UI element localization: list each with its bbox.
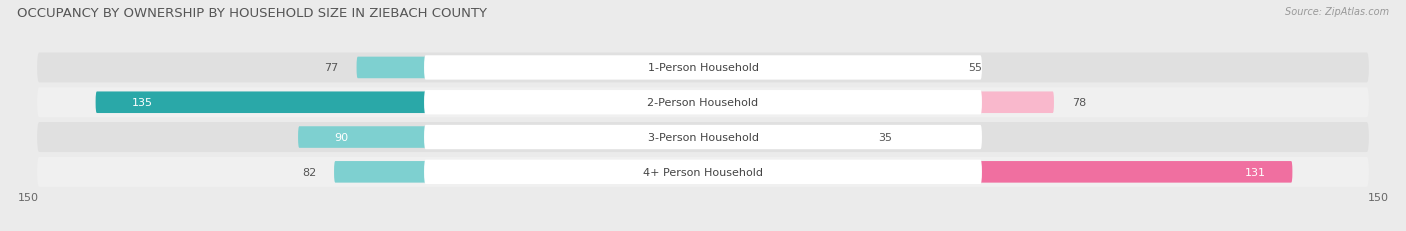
Text: 35: 35 [879, 132, 893, 143]
Text: OCCUPANCY BY OWNERSHIP BY HOUSEHOLD SIZE IN ZIEBACH COUNTY: OCCUPANCY BY OWNERSHIP BY HOUSEHOLD SIZE… [17, 7, 486, 20]
FancyBboxPatch shape [37, 53, 1369, 83]
Text: 135: 135 [132, 98, 153, 108]
FancyBboxPatch shape [703, 92, 1054, 113]
FancyBboxPatch shape [37, 122, 1369, 152]
Text: 3-Person Household: 3-Person Household [648, 132, 758, 143]
FancyBboxPatch shape [425, 125, 981, 150]
FancyBboxPatch shape [425, 56, 981, 80]
FancyBboxPatch shape [37, 88, 1369, 118]
FancyBboxPatch shape [96, 92, 703, 113]
FancyBboxPatch shape [425, 91, 981, 115]
Text: Source: ZipAtlas.com: Source: ZipAtlas.com [1285, 7, 1389, 17]
Text: 82: 82 [302, 167, 316, 177]
FancyBboxPatch shape [703, 127, 860, 148]
Text: 4+ Person Household: 4+ Person Household [643, 167, 763, 177]
FancyBboxPatch shape [298, 127, 703, 148]
FancyBboxPatch shape [703, 161, 1292, 183]
FancyBboxPatch shape [335, 161, 703, 183]
Text: 77: 77 [325, 63, 339, 73]
Text: 90: 90 [335, 132, 349, 143]
FancyBboxPatch shape [425, 160, 981, 184]
Text: 78: 78 [1071, 98, 1087, 108]
Text: 1-Person Household: 1-Person Household [648, 63, 758, 73]
FancyBboxPatch shape [357, 58, 703, 79]
FancyBboxPatch shape [703, 58, 950, 79]
Text: 131: 131 [1244, 167, 1265, 177]
FancyBboxPatch shape [37, 157, 1369, 187]
Text: 2-Person Household: 2-Person Household [647, 98, 759, 108]
Text: 55: 55 [969, 63, 983, 73]
